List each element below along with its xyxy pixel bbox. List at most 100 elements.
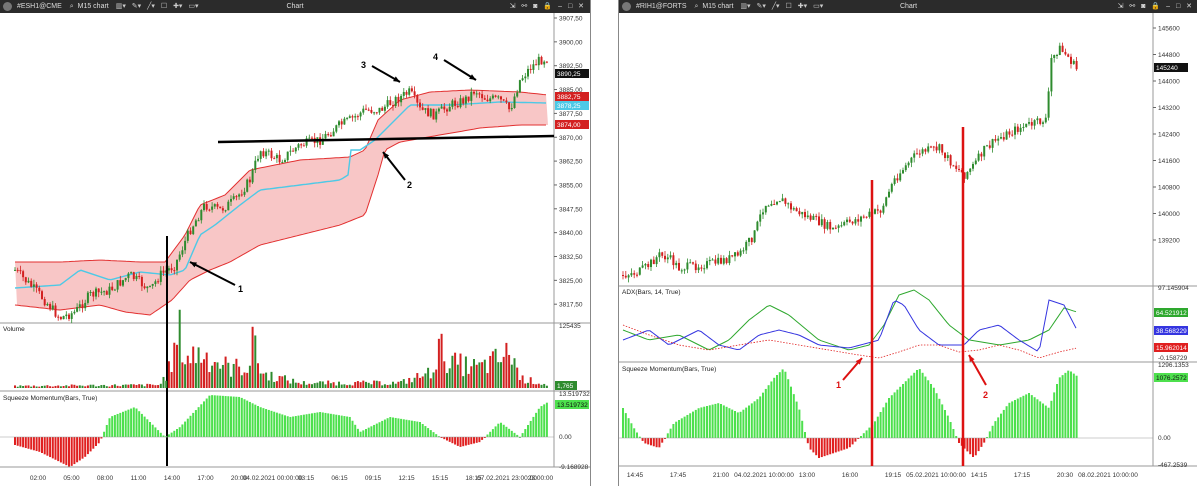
draw-tool-icon[interactable]: ✎▾ — [131, 3, 142, 10]
candle-body — [627, 275, 630, 278]
crosshair-icon[interactable]: ✚▾ — [173, 3, 183, 10]
candle-body — [980, 153, 983, 157]
volume-bar — [246, 372, 249, 388]
chart-type-icon[interactable]: ▥▾ — [740, 3, 751, 10]
candle-body — [346, 117, 349, 119]
layout-icon[interactable]: ▭▾ — [813, 3, 824, 10]
timeframe-selector[interactable]: M15 chart — [77, 3, 109, 10]
candle-body — [988, 145, 991, 148]
momentum-bar — [167, 434, 170, 437]
scale-icon[interactable]: ⇲ — [1117, 3, 1124, 10]
momentum-bar — [284, 415, 286, 437]
candle-body — [178, 254, 181, 260]
candle-body — [332, 131, 335, 137]
candle-body — [644, 263, 647, 266]
momentum-bar — [832, 438, 834, 454]
volume-bar — [329, 383, 332, 388]
candle-body — [205, 203, 208, 210]
candle-body — [1033, 120, 1036, 126]
maximize-icon[interactable]: □ — [567, 3, 573, 10]
momentum-value-tag-bg — [555, 400, 589, 409]
candle-body — [211, 206, 214, 210]
momentum-bar — [159, 432, 162, 437]
momentum-bar — [367, 427, 370, 437]
volume-bar — [397, 381, 400, 388]
layout-icon[interactable]: ▭▾ — [188, 3, 199, 10]
maximize-icon[interactable]: □ — [1175, 3, 1181, 10]
left-chart-canvas[interactable]: 3907,50 3900,00 3892,50 3885,00 3877,50 3870,… — [0, 0, 590, 486]
volume-bar — [537, 383, 540, 388]
candle-body — [977, 153, 980, 161]
timeframe-selector[interactable]: M15 chart — [702, 3, 734, 10]
link-icon[interactable]: ⚯ — [1129, 3, 1136, 10]
price-tag-lower: 3874,00 — [557, 122, 581, 129]
momentum-bar — [286, 416, 289, 437]
camera-icon[interactable]: ◙ — [533, 3, 538, 10]
candle-body — [494, 95, 497, 97]
candle-body — [972, 163, 974, 169]
adx-blue-line — [622, 299, 1077, 352]
line-tool-icon[interactable]: ╱▾ — [771, 3, 780, 10]
candle-body — [122, 280, 124, 286]
chart-type-icon[interactable]: ▥▾ — [115, 3, 126, 10]
volume-bar — [227, 362, 230, 388]
volume-bar — [505, 342, 508, 388]
momentum-bar — [243, 399, 246, 437]
momentum-bar — [448, 437, 451, 442]
candle-body — [486, 99, 489, 102]
lock-icon[interactable]: 🔒 — [543, 3, 553, 10]
scale-icon[interactable]: ⇲ — [509, 3, 516, 10]
momentum-bar — [647, 438, 650, 445]
volume-bar — [510, 364, 513, 388]
candle-body — [286, 151, 289, 161]
adx-label: ADX(Bars, 14, True) — [622, 289, 681, 296]
template-icon[interactable]: ☐ — [160, 3, 168, 10]
camera-icon[interactable]: ◙ — [1141, 3, 1146, 10]
momentum-bar — [1008, 402, 1011, 438]
close-icon[interactable]: ✕ — [578, 3, 584, 10]
volume-bar — [367, 382, 370, 388]
momentum-bar — [505, 426, 508, 437]
candle-body — [848, 219, 851, 222]
candle-body — [359, 112, 362, 117]
volume-bar — [181, 362, 184, 388]
draw-tool-icon[interactable]: ✎▾ — [756, 3, 766, 10]
right-chart-canvas[interactable]: 145600 144800 144000 143200 142400 141600 1408… — [619, 0, 1197, 486]
candle-body — [524, 76, 527, 79]
price-axis-label: 141600 — [1158, 158, 1180, 165]
minimize-icon[interactable]: – — [1166, 3, 1170, 10]
candle-body — [427, 108, 430, 117]
close-icon[interactable]: ✕ — [1186, 3, 1192, 10]
search-icon[interactable]: ⌕ — [69, 3, 74, 10]
momentum-bar — [419, 422, 421, 437]
annotation-arrow-1 — [189, 261, 236, 286]
momentum-bar — [930, 384, 932, 438]
crosshair-icon[interactable]: ✚▾ — [797, 3, 808, 10]
candle-body — [801, 211, 804, 215]
candle-body — [124, 278, 127, 281]
symbol-selector[interactable]: #ESH1@CME — [16, 3, 62, 10]
momentum-bar — [537, 408, 540, 437]
price-axis-label: 3877,50 — [559, 111, 583, 118]
search-icon[interactable]: ⌕ — [694, 3, 699, 10]
momentum-bar — [178, 427, 181, 437]
candle-body — [510, 108, 513, 110]
annotation-arrow-1-head — [855, 358, 862, 365]
momentum-bar — [787, 379, 790, 438]
symbol-selector[interactable]: #RIH1@FORTS — [635, 3, 687, 10]
volume-bar — [184, 364, 187, 388]
candle-body — [812, 215, 815, 220]
momentum-bar — [801, 420, 804, 438]
candle-body — [475, 93, 478, 95]
candle-body — [408, 88, 411, 95]
template-icon[interactable]: ☐ — [785, 3, 792, 10]
minimize-icon[interactable]: – — [558, 3, 562, 10]
volume-bar — [243, 372, 246, 388]
candle-body — [170, 268, 173, 271]
volume-bar — [216, 362, 219, 388]
volume-bar — [348, 384, 351, 388]
link-icon[interactable]: ⚯ — [521, 3, 528, 10]
candle-body — [983, 145, 986, 157]
lock-icon[interactable]: 🔒 — [1151, 3, 1161, 10]
line-tool-icon[interactable]: ╱▾ — [147, 3, 155, 10]
